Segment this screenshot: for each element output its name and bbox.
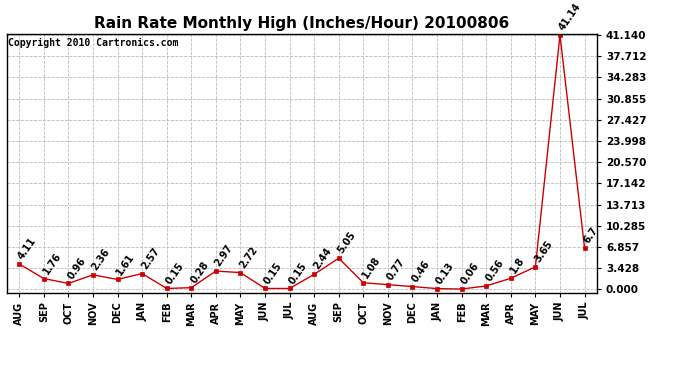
Text: 2.97: 2.97 xyxy=(213,243,235,268)
Text: Copyright 2010 Cartronics.com: Copyright 2010 Cartronics.com xyxy=(8,38,179,48)
Text: 0.15: 0.15 xyxy=(262,260,284,286)
Text: 1.08: 1.08 xyxy=(361,255,382,280)
Text: 4.11: 4.11 xyxy=(17,236,39,261)
Text: 2.36: 2.36 xyxy=(90,247,112,272)
Text: 6.7: 6.7 xyxy=(582,225,600,245)
Text: 0.28: 0.28 xyxy=(188,260,210,285)
Text: 1.8: 1.8 xyxy=(508,255,526,276)
Text: 3.65: 3.65 xyxy=(533,238,555,264)
Text: 0.96: 0.96 xyxy=(66,255,88,281)
Text: 0.06: 0.06 xyxy=(459,261,481,286)
Text: 1.76: 1.76 xyxy=(41,251,63,276)
Text: 41.14: 41.14 xyxy=(558,2,583,32)
Text: 0.46: 0.46 xyxy=(410,258,432,284)
Text: 5.05: 5.05 xyxy=(336,230,358,255)
Text: 0.77: 0.77 xyxy=(385,256,407,282)
Text: 2.57: 2.57 xyxy=(139,245,161,271)
Text: 2.72: 2.72 xyxy=(237,244,259,270)
Text: 2.44: 2.44 xyxy=(311,246,333,272)
Text: 0.56: 0.56 xyxy=(484,258,505,283)
Text: 0.15: 0.15 xyxy=(164,260,186,286)
Text: 1.61: 1.61 xyxy=(115,251,137,277)
Text: 0.15: 0.15 xyxy=(287,260,308,286)
Title: Rain Rate Monthly High (Inches/Hour) 20100806: Rain Rate Monthly High (Inches/Hour) 201… xyxy=(95,16,509,31)
Text: 0.13: 0.13 xyxy=(434,260,456,286)
